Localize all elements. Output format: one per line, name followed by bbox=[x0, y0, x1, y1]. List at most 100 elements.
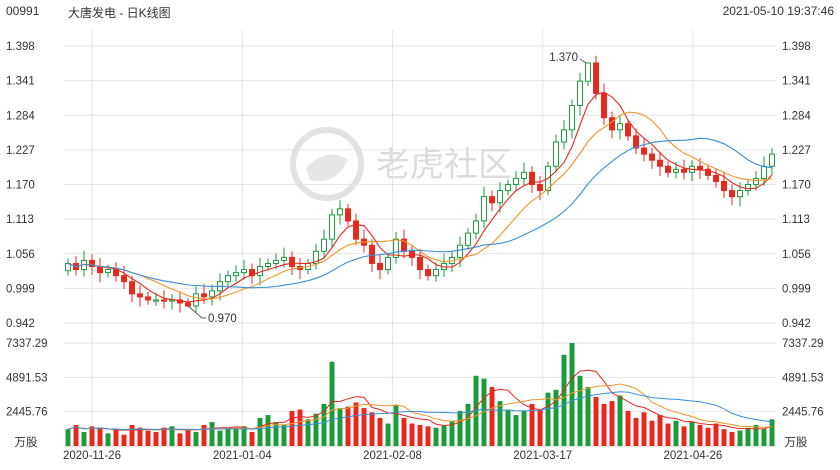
volume-bar bbox=[625, 410, 631, 446]
volume-bar bbox=[737, 430, 743, 446]
price-tick-label: 1.398 bbox=[782, 41, 811, 53]
low-annotation-label: 0.970 bbox=[208, 313, 237, 325]
candle-body bbox=[145, 296, 151, 301]
volume-tick-label: 4891.53 bbox=[782, 372, 824, 384]
candle-body bbox=[553, 141, 559, 167]
candle-body bbox=[321, 238, 327, 252]
volume-bar bbox=[193, 431, 199, 446]
volume-bar bbox=[97, 427, 103, 446]
candle-body bbox=[465, 232, 471, 246]
price-tick-label: 1.113 bbox=[6, 214, 34, 226]
price-tick-label: 0.999 bbox=[782, 283, 811, 295]
volume-bar bbox=[729, 431, 735, 446]
volume-tick-label: 2445.76 bbox=[6, 407, 48, 419]
candle-body bbox=[249, 269, 255, 277]
candle-body bbox=[593, 62, 599, 94]
volume-ma-line bbox=[67, 383, 773, 431]
volume-bar bbox=[585, 387, 591, 446]
volume-bar bbox=[73, 424, 79, 446]
candle-body bbox=[761, 165, 767, 179]
price-annotations: 1.370 0.970 bbox=[187, 52, 587, 325]
candle-body bbox=[673, 168, 679, 173]
price-tick-label: 0.942 bbox=[782, 318, 811, 330]
volume-bar bbox=[337, 408, 343, 446]
price-axis-right: 1.398 1.341 1.284 1.227 1.170 1.113 1.056 0.999… bbox=[782, 41, 811, 330]
volume-bar bbox=[233, 427, 239, 446]
candle-body bbox=[497, 190, 503, 204]
candle-body bbox=[337, 208, 343, 216]
volume-bar bbox=[305, 419, 311, 446]
volume-bar bbox=[121, 434, 127, 446]
volume-bar bbox=[153, 431, 159, 446]
candle-body bbox=[737, 190, 743, 198]
volume-bar bbox=[705, 427, 711, 446]
candle-body bbox=[417, 256, 423, 271]
candle-body bbox=[137, 293, 143, 298]
volume-bar bbox=[361, 408, 367, 446]
volume-bar bbox=[601, 403, 607, 446]
candle-body bbox=[105, 269, 111, 274]
candle-body bbox=[529, 171, 535, 185]
volume-bar bbox=[633, 417, 639, 446]
candle-body bbox=[385, 256, 391, 271]
candle-body bbox=[513, 177, 519, 186]
volume-bar bbox=[649, 420, 655, 446]
volume-bar bbox=[489, 387, 495, 446]
volume-bar bbox=[273, 422, 279, 446]
volume-bar bbox=[105, 433, 111, 446]
volume-bar bbox=[577, 375, 583, 446]
candle-body bbox=[657, 159, 663, 167]
candle-body bbox=[225, 275, 231, 283]
date-axis: 2020-11-26 2021-01-04 2021-02-08 2021-03-17… bbox=[63, 450, 722, 462]
candlestick-series bbox=[65, 55, 775, 313]
price-tick-label: 0.999 bbox=[6, 283, 35, 295]
volume-bar bbox=[129, 424, 135, 446]
volume-tick-label: 4891.53 bbox=[6, 372, 48, 384]
volume-bar bbox=[81, 431, 87, 446]
candle-body bbox=[601, 92, 607, 119]
volume-bar bbox=[225, 429, 231, 446]
volume-axis-right: 7337.29 4891.53 2445.76 万股 bbox=[782, 338, 824, 449]
volume-bar bbox=[417, 424, 423, 446]
ma-long-line bbox=[67, 137, 773, 289]
candle-body bbox=[345, 208, 351, 222]
candle-body bbox=[481, 196, 487, 222]
volume-bar bbox=[745, 427, 751, 446]
volume-bar bbox=[481, 378, 487, 446]
watermark: 老虎社区 bbox=[290, 127, 512, 201]
volume-bar bbox=[217, 430, 223, 446]
candle-body bbox=[281, 256, 287, 261]
volume-bar bbox=[457, 410, 463, 446]
candle-body bbox=[665, 165, 671, 173]
price-tick-label: 1.227 bbox=[6, 145, 35, 157]
volume-bar bbox=[241, 426, 247, 446]
volume-bar bbox=[249, 431, 255, 446]
volume-bar bbox=[401, 417, 407, 446]
date-tick-label: 2021-02-08 bbox=[363, 450, 422, 462]
volume-bar bbox=[681, 426, 687, 446]
volume-bar bbox=[617, 395, 623, 446]
candle-body bbox=[377, 262, 383, 271]
volume-bar bbox=[441, 424, 447, 446]
candle-body bbox=[769, 153, 775, 167]
volume-bar bbox=[609, 401, 615, 446]
volume-bar bbox=[657, 415, 663, 446]
volume-bar bbox=[713, 423, 719, 446]
volume-bar bbox=[425, 426, 431, 446]
volume-bar bbox=[385, 423, 391, 446]
volume-bar bbox=[569, 343, 575, 446]
candle-body bbox=[201, 293, 207, 298]
volume-bar bbox=[689, 422, 695, 446]
candle-body bbox=[89, 259, 95, 268]
candle-body bbox=[457, 244, 463, 258]
candle-body bbox=[577, 80, 583, 107]
candle-body bbox=[585, 62, 591, 82]
volume-bar bbox=[505, 409, 511, 446]
volume-bar bbox=[545, 392, 551, 446]
candle-body bbox=[393, 238, 399, 258]
candle-body bbox=[113, 269, 119, 277]
volume-bar bbox=[353, 402, 359, 446]
candle-body bbox=[561, 129, 567, 143]
date-tick-label: 2021-03-17 bbox=[513, 450, 572, 462]
